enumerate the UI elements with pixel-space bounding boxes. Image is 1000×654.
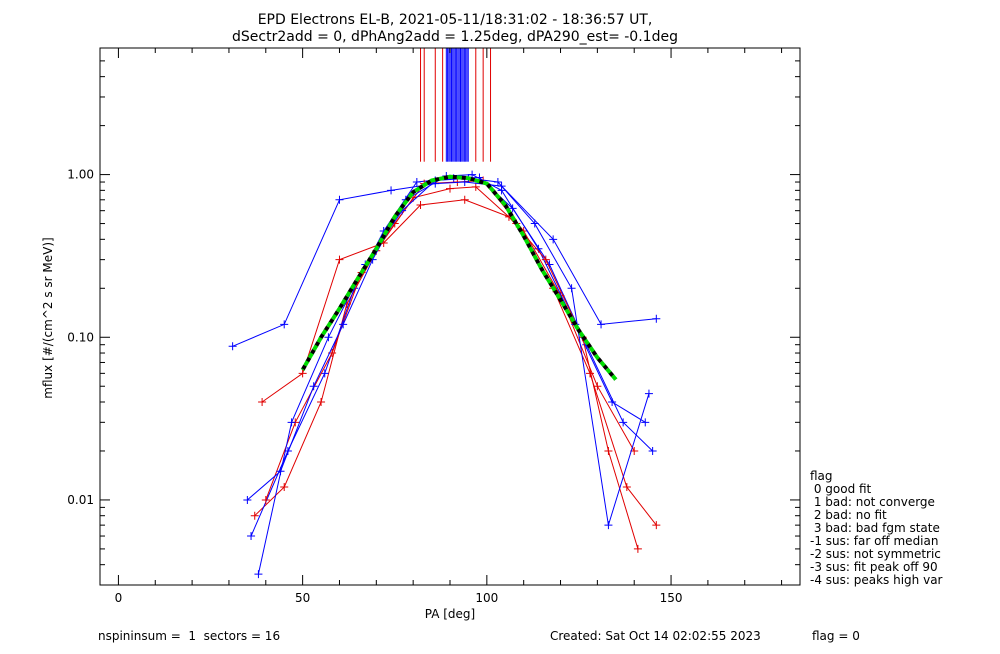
series-blue-6-point — [604, 521, 613, 530]
series-red-0-point — [652, 521, 661, 530]
series-red-5-line — [261, 199, 639, 550]
legend-item: -4 sus: peaks high var — [810, 573, 943, 587]
footer-spin-info: nspininsum = 1 sectors = 16 — [98, 629, 280, 643]
y-tick-label: 1.00 — [67, 168, 94, 182]
fit-curve-green — [300, 174, 618, 381]
series-blue-1-point — [648, 446, 657, 455]
series-red-0-point — [280, 483, 289, 492]
series-blue-1-point — [247, 532, 256, 541]
axes: 0 50 100 150 0.01 0.10 1.00 — [67, 47, 801, 605]
x-tick-label: 50 — [295, 591, 310, 605]
series-red-2-point — [261, 495, 270, 504]
series-blue-6-point — [324, 333, 333, 342]
series-blue-3-point — [309, 382, 318, 391]
series-blue-3-point — [243, 495, 252, 504]
series-blue-4-point — [652, 314, 661, 323]
legend-item: 1 bad: not converge — [810, 495, 935, 509]
fit-curve-black — [300, 174, 618, 381]
legend-title: flag — [810, 469, 833, 483]
series-blue-6-point — [567, 284, 576, 293]
series-blue-1-point — [412, 178, 421, 187]
series-red-2-point — [593, 382, 602, 391]
series-blue-4-point — [228, 342, 237, 351]
series-red-5-point — [335, 255, 344, 264]
series-blue-3-point — [608, 397, 617, 406]
y-axis-label: mflux [#/(cm^2 s sr MeV)] — [41, 237, 55, 398]
series-blue-4-point — [335, 195, 344, 204]
y-tick-label: 0.10 — [67, 330, 94, 344]
plot-content — [228, 48, 661, 579]
series-blue-6-point — [254, 570, 263, 579]
footer-created: Created: Sat Oct 14 02:02:55 2023 — [550, 629, 761, 643]
series-red-5-point — [298, 369, 307, 378]
series-blue-3-point — [339, 320, 348, 329]
y-tick-label: 0.01 — [67, 493, 94, 507]
series-red-0-point — [446, 184, 454, 193]
legend-item: 3 bad: bad fgm state — [810, 521, 940, 535]
series-blue-6-point — [287, 418, 296, 427]
series-blue-3-point — [641, 418, 650, 427]
series-blue-4-line — [232, 181, 657, 347]
series-red-0-point — [471, 182, 480, 191]
series-blue-4-point — [549, 235, 558, 244]
footer-flag: flag = 0 — [812, 629, 860, 643]
series-blue-4-point — [280, 320, 289, 329]
series-red-5-point — [258, 397, 267, 406]
series-blue-1-point — [320, 369, 329, 378]
flag-legend: flag 0 good fit 1 bad: not converge 2 ba… — [810, 469, 943, 587]
x-tick-label: 100 — [475, 591, 498, 605]
series-red-5-point — [604, 446, 613, 455]
legend-item: 2 bad: no fit — [810, 508, 887, 522]
x-tick-label: 0 — [115, 591, 123, 605]
chart-title-line2: dSectr2add = 0, dPhAng2add = 1.25deg, dP… — [232, 29, 678, 45]
x-axis-label: PA [deg] — [425, 607, 475, 621]
series-red-0-point — [317, 397, 326, 406]
legend-item: -2 sus: not symmetric — [810, 547, 941, 561]
series-blue-4-point — [597, 320, 606, 329]
series-red-5-point — [416, 201, 425, 210]
series-red-0-point — [250, 511, 259, 520]
series-blue-6-point — [530, 219, 539, 228]
legend-item: -3 sus: fit peak off 90 — [810, 560, 938, 574]
legend-item: -1 sus: far off median — [810, 534, 938, 548]
series-blue-6-point — [644, 389, 653, 398]
chart-title-line1: EPD Electrons EL-B, 2021-05-11/18:31:02 … — [258, 12, 653, 28]
plot-area — [228, 48, 661, 579]
series-red-5-point — [633, 544, 642, 553]
series-red-0-point — [622, 483, 631, 492]
series-red-5-point — [460, 195, 469, 204]
series-red-5-point — [541, 255, 550, 264]
series-blue-4-point — [387, 186, 396, 195]
series-blue-1-point — [619, 418, 628, 427]
x-tick-label: 150 — [660, 591, 683, 605]
series-blue-6-point — [493, 178, 502, 187]
legend-item: 0 good fit — [810, 482, 872, 496]
